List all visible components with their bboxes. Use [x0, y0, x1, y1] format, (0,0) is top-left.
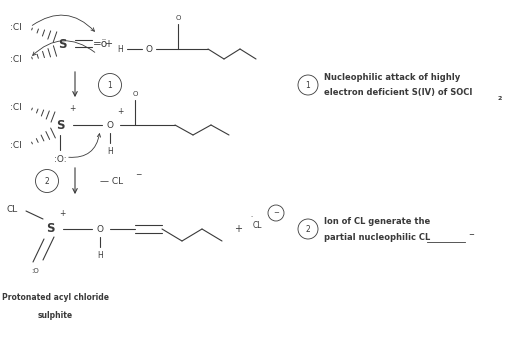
Text: O: O: [145, 45, 153, 54]
Text: H: H: [97, 251, 103, 260]
Text: :O:: :O:: [54, 155, 66, 164]
Text: O: O: [97, 225, 103, 233]
Text: :Cl: :Cl: [10, 102, 22, 111]
Text: S: S: [45, 222, 54, 236]
Text: S: S: [56, 119, 64, 131]
Text: =ö: =ö: [93, 39, 108, 49]
Text: CL: CL: [6, 205, 17, 213]
Text: Ion of CL generate the: Ion of CL generate the: [324, 216, 430, 226]
Text: 2: 2: [44, 176, 50, 186]
Text: −: −: [468, 232, 474, 238]
Text: H: H: [117, 45, 123, 54]
Text: +: +: [117, 106, 123, 116]
Text: :Cl: :Cl: [10, 22, 22, 31]
Text: 1: 1: [108, 80, 112, 90]
Text: S: S: [58, 37, 66, 50]
Text: ··: ··: [250, 215, 254, 220]
Text: −: −: [135, 171, 141, 180]
Text: sulphite: sulphite: [37, 311, 72, 320]
Text: O: O: [175, 15, 180, 21]
Text: O: O: [132, 91, 138, 97]
Text: :Cl: :Cl: [10, 55, 22, 65]
Text: O: O: [107, 121, 114, 130]
Text: +: +: [104, 39, 112, 49]
Text: :O: :O: [31, 268, 39, 274]
Text: Protonated acyl chloride: Protonated acyl chloride: [2, 292, 109, 302]
Text: :Cl: :Cl: [10, 141, 22, 150]
Text: 2: 2: [306, 225, 310, 233]
Text: −: −: [273, 210, 279, 216]
Text: Nucleophilic attack of highly: Nucleophilic attack of highly: [324, 72, 460, 81]
Text: +: +: [234, 224, 242, 234]
Text: 2: 2: [497, 96, 501, 101]
Text: 1: 1: [306, 80, 310, 90]
Text: partial nucleophilic CL: partial nucleophilic CL: [324, 232, 430, 241]
Text: electron deficient S(IV) of SOCl: electron deficient S(IV) of SOCl: [324, 89, 473, 97]
Text: +: +: [59, 208, 65, 217]
Text: — CL: — CL: [100, 176, 123, 186]
Text: H: H: [107, 146, 113, 156]
Text: CL: CL: [253, 221, 263, 231]
Text: +: +: [69, 104, 75, 112]
